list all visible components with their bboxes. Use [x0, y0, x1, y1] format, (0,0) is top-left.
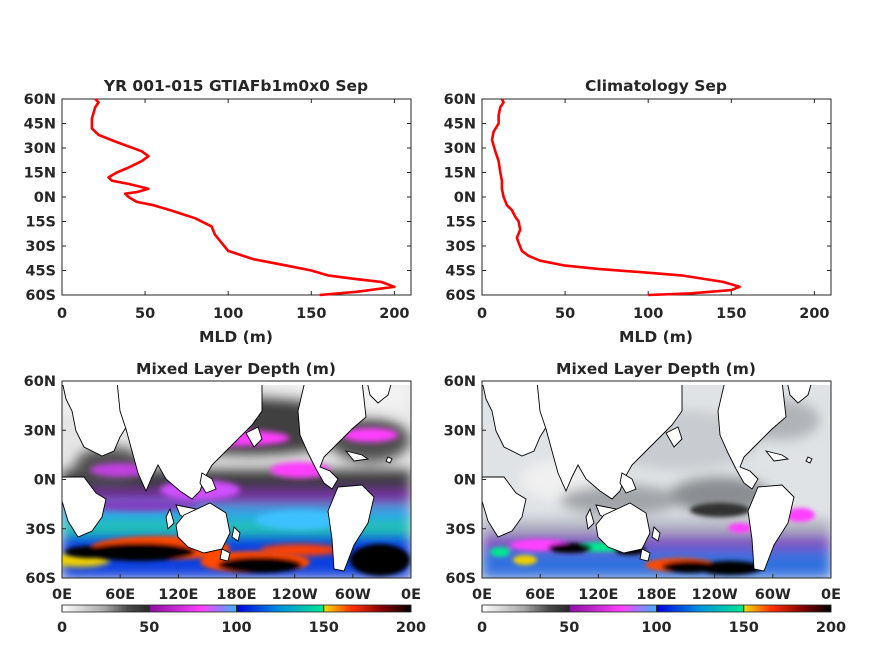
x-tick-label: 120W: [272, 587, 318, 603]
y-tick-label: 60N: [24, 374, 56, 390]
y-tick-label: 30N: [444, 423, 476, 439]
y-tick-label: 45S: [25, 264, 56, 280]
x-axis-label: MLD (m): [619, 328, 693, 346]
x-tick-label: 50: [555, 306, 575, 322]
x-tick-label: 200: [379, 306, 409, 322]
y-tick-label: 15N: [444, 166, 476, 182]
x-tick-label: 0E: [472, 587, 492, 603]
y-tick-label: 60N: [444, 374, 476, 390]
mld-heatmap: [62, 381, 411, 578]
y-tick-label: 60S: [25, 288, 56, 304]
chart-title: YR 001-015 GTIAFb1m0x0 Sep: [103, 77, 368, 95]
y-tick-label: 15S: [445, 215, 476, 231]
x-tick-label: 120E: [578, 587, 618, 603]
y-tick-label: 0N: [454, 190, 476, 206]
colorbar-tick-label: 0: [57, 620, 67, 636]
x-tick-label: 60E: [525, 587, 555, 603]
colorbar-tick-label: 50: [139, 620, 159, 636]
x-tick-label: 120W: [692, 587, 738, 603]
x-tick-label: 120E: [158, 587, 198, 603]
chart-title: Mixed Layer Depth (m): [136, 360, 336, 378]
y-tick-label: 60S: [25, 571, 56, 587]
x-tick-label: 0: [477, 306, 487, 322]
plot-frame: [61, 98, 412, 296]
y-tick-label: 30S: [25, 522, 56, 538]
map-chart-model: Mixed Layer Depth (m): [24, 360, 426, 636]
y-tick-label: 0N: [34, 473, 56, 489]
mld-heatmap: [482, 381, 831, 578]
colorbar-tick-label: 100: [641, 620, 671, 636]
y-tick-label: 30N: [444, 141, 476, 157]
y-tick-label: 30S: [445, 239, 476, 255]
chart-title: Climatology Sep: [585, 77, 727, 95]
y-tick-label: 60S: [445, 288, 476, 304]
x-tick-label: 200: [799, 306, 829, 322]
plot-frame: [481, 98, 832, 296]
colorbar-tick-label: 200: [396, 620, 426, 636]
x-tick-label: 60E: [105, 587, 135, 603]
y-tick-label: 30N: [24, 423, 56, 439]
x-tick-label: 60W: [335, 587, 371, 603]
colorbar-tick-label: 150: [309, 620, 339, 636]
x-tick-label: 0: [57, 306, 67, 322]
x-tick-label: 180E: [636, 587, 676, 603]
y-tick-label: 30S: [445, 522, 476, 538]
x-tick-label: 180E: [216, 587, 256, 603]
colorbar: 0 50 100 150 200: [57, 604, 426, 636]
x-axis-label: MLD (m): [199, 328, 273, 346]
profile-chart-model: YR 001-015 GTIAFb1m0x0 Sep 0 50 100 150 200 6…: [24, 77, 412, 346]
x-tick-label: 0E: [401, 587, 421, 603]
y-tick-label: 30N: [24, 141, 56, 157]
colorbar: 0 50 100 150 200: [477, 604, 846, 636]
colorbar-tick-label: 200: [816, 620, 846, 636]
colorbar-tick-label: 0: [477, 620, 487, 636]
x-tick-label: 150: [716, 306, 746, 322]
x-tick-label: 0E: [821, 587, 841, 603]
y-tick-label: 60N: [24, 92, 56, 108]
x-tick-label: 100: [633, 306, 663, 322]
y-tick-label: 45N: [444, 117, 476, 133]
chart-title: Mixed Layer Depth (m): [556, 360, 756, 378]
colorbar-tick-label: 100: [221, 620, 251, 636]
x-tick-label: 100: [213, 306, 243, 322]
colorbar-tick-label: 150: [729, 620, 759, 636]
series-line-mld: [490, 98, 741, 297]
colorbar-tick-label: 50: [559, 620, 579, 636]
y-tick-label: 0N: [454, 473, 476, 489]
y-tick-label: 45N: [24, 117, 56, 133]
x-tick-label: 60W: [755, 587, 791, 603]
y-tick-label: 30S: [25, 239, 56, 255]
x-tick-label: 150: [296, 306, 326, 322]
map-chart-climatology: Mixed Layer Depth (m): [444, 360, 846, 636]
series-line-mld: [90, 98, 396, 297]
y-tick-label: 60N: [444, 92, 476, 108]
profile-chart-climatology: Climatology Sep 0 50 100 150 200 60N 45N 30N 15N…: [444, 77, 832, 346]
x-tick-label: 50: [135, 306, 155, 322]
y-tick-label: 45S: [445, 264, 476, 280]
y-tick-label: 60S: [445, 571, 476, 587]
x-tick-label: 0E: [52, 587, 72, 603]
y-tick-label: 15S: [25, 215, 56, 231]
y-tick-label: 0N: [34, 190, 56, 206]
y-tick-label: 15N: [24, 166, 56, 182]
